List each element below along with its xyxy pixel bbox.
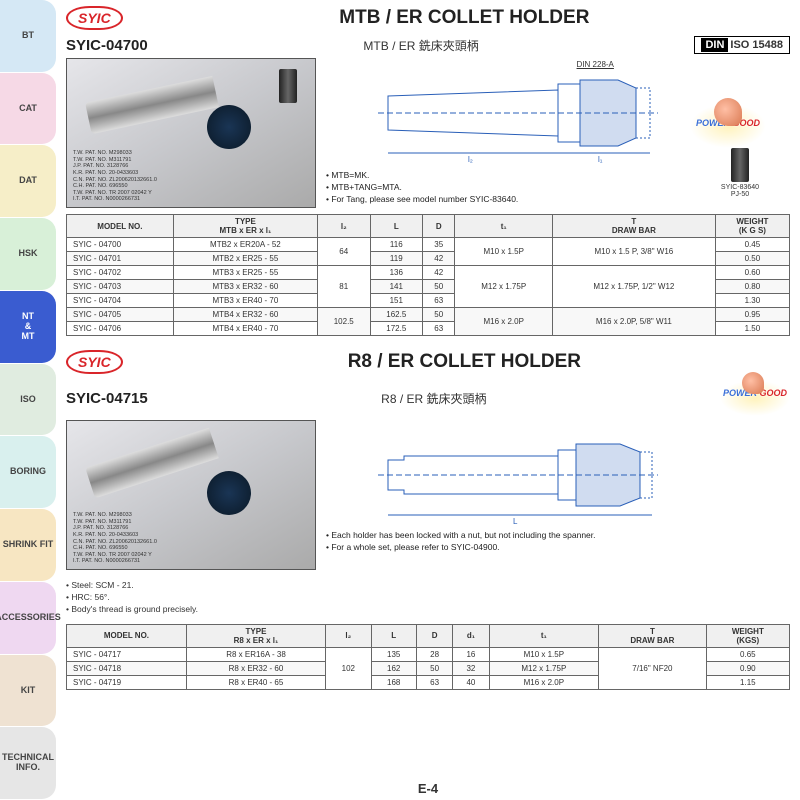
diagram-box-1: DIN 228-A POWER GOOD l₂: [326, 58, 790, 208]
power-good-badge-2: POWER GOOD: [720, 380, 790, 416]
main-content: SYIC MTB / ER COLLET HOLDER SYIC-04700 M…: [56, 0, 800, 800]
category-sidebar: BTCATDATHSKNT&MTISOBORINGSHRINK FITACCES…: [0, 0, 56, 800]
col-header: MODEL NO.: [67, 624, 187, 647]
sidebar-tab[interactable]: BT: [0, 0, 56, 72]
model-code-2: SYIC-04715: [66, 390, 148, 407]
brand-logo: SYIC: [66, 350, 123, 374]
col-header: TYPER8 x ER x l₁: [186, 624, 325, 647]
sidebar-tab[interactable]: TECHNICAL INFO.: [0, 727, 56, 799]
model-code: SYIC-04700: [66, 37, 148, 54]
patent-list-2: T.W. PAT. NO. M298033T.W. PAT. NO. M3117…: [73, 512, 157, 565]
sub-title-2: R8 / ER 銑床夾頭柄: [381, 390, 486, 407]
spec-table-1: MODEL NO.TYPEMTB x ER x l₁l₂LDt₁TDRAW BA…: [66, 214, 790, 336]
sidebar-tab[interactable]: DAT: [0, 145, 56, 217]
patent-list-1: T.W. PAT. NO. M298033T.W. PAT. NO. M3117…: [73, 150, 157, 203]
sidebar-tab[interactable]: HSK: [0, 218, 56, 290]
col-header: D: [423, 215, 455, 238]
note-item: MTB=MK.: [326, 170, 626, 182]
notes-list-1: MTB=MK.MTB+TANG=MTA.For Tang, please see…: [326, 170, 626, 206]
sidebar-tab[interactable]: KIT: [0, 655, 56, 727]
standard-badge: DINISO 15488: [694, 36, 790, 54]
notes-list-2: Each holder has been locked with a nut, …: [326, 530, 686, 554]
note-item: Each holder has been locked with a nut, …: [326, 530, 686, 542]
bolt-photo-icon: [279, 69, 297, 103]
note-item: For Tang, please see model number SYIC-8…: [326, 194, 626, 206]
col-header: L: [371, 624, 416, 647]
col-header: l₂: [326, 624, 371, 647]
col-header: D: [416, 624, 452, 647]
spec-table-2: MODEL NO.TYPER8 x ER x l₁l₂LDd₁t₁TDRAW B…: [66, 624, 790, 690]
model-row-2: SYIC-04715 R8 / ER 銑床夾頭柄 POWER GOOD: [66, 380, 790, 416]
diagram-box-2: L Each holder has been locked with a nut…: [326, 420, 790, 570]
bolt-accessory: SYIC-83640PJ-50: [710, 148, 770, 198]
table-row: SYIC - 04717R8 x ER16A - 381021352816M10…: [67, 647, 790, 661]
spec-item: Body's thread is ground precisely.: [66, 604, 198, 616]
col-header: L: [370, 215, 423, 238]
spec-item: Steel: SCM - 21.: [66, 580, 198, 592]
note-item: For a whole set, please refer to SYIC-04…: [326, 542, 686, 554]
table-row: SYIC - 04700MTB2 x ER20A - 526411635M10 …: [67, 238, 790, 252]
col-header: TDRAW BAR: [552, 215, 715, 238]
brand-logo: SYIC: [66, 6, 123, 30]
sidebar-tab[interactable]: ACCESSORIES: [0, 582, 56, 654]
svg-text:l₁: l₁: [598, 155, 603, 164]
svg-text:l₂: l₂: [468, 155, 473, 164]
specs-left-list: Steel: SCM - 21.HRC: 56°.Body's thread i…: [66, 580, 198, 616]
tool-shank-graphic: [85, 76, 219, 134]
sidebar-tab[interactable]: CAT: [0, 73, 56, 145]
product-photo-2: T.W. PAT. NO. M298033T.W. PAT. NO. M3117…: [66, 420, 316, 570]
sub-title: MTB / ER 銑床夾頭柄: [363, 37, 478, 54]
bolt-label: SYIC-83640PJ-50: [710, 184, 770, 198]
sidebar-tab[interactable]: BORING: [0, 436, 56, 508]
din-label: DIN: [701, 38, 728, 52]
section-title: MTB / ER COLLET HOLDER: [139, 7, 790, 29]
col-header: l₂: [318, 215, 371, 238]
table-row: SYIC - 04702MTB3 x ER25 - 558113642M12 x…: [67, 266, 790, 280]
note-item: MTB+TANG=MTA.: [326, 182, 626, 194]
catalog-page: BTCATDATHSKNT&MTISOBORINGSHRINK FITACCES…: [0, 0, 800, 800]
spec-item: HRC: 56°.: [66, 592, 198, 604]
header-row-1: SYIC MTB / ER COLLET HOLDER: [66, 6, 790, 30]
iso-label: ISO 15488: [730, 39, 783, 51]
tool-collet-graphic: [201, 465, 256, 520]
col-header: TYPEMTB x ER x l₁: [173, 215, 317, 238]
image-row-2: T.W. PAT. NO. M298033T.W. PAT. NO. M3117…: [66, 420, 790, 570]
col-header: WEIGHT(KGS): [706, 624, 789, 647]
col-header: t₁: [489, 624, 598, 647]
model-row-1: SYIC-04700 MTB / ER 銑床夾頭柄 DINISO 15488: [66, 36, 790, 54]
col-header: d₁: [453, 624, 489, 647]
sidebar-tab[interactable]: SHRINK FIT: [0, 509, 56, 581]
col-header: TDRAW BAR: [599, 624, 707, 647]
section-title-2: R8 / ER COLLET HOLDER: [139, 351, 790, 373]
page-number: E-4: [418, 781, 438, 796]
tool-shank-graphic: [85, 428, 219, 499]
image-row-1: T.W. PAT. NO. M298033T.W. PAT. NO. M3117…: [66, 58, 790, 208]
product-photo-1: T.W. PAT. NO. M298033T.W. PAT. NO. M3117…: [66, 58, 316, 208]
table-row: SYIC - 04705MTB4 x ER32 - 60102.5162.550…: [67, 308, 790, 322]
sidebar-tab[interactable]: ISO: [0, 364, 56, 436]
thumbs-up-icon: [742, 372, 764, 394]
svg-text:L: L: [513, 517, 518, 526]
col-header: t₁: [455, 215, 553, 238]
header-row-2: SYIC R8 / ER COLLET HOLDER: [66, 350, 790, 374]
technical-drawing-2: L: [326, 420, 790, 530]
col-header: MODEL NO.: [67, 215, 174, 238]
col-header: WEIGHT(K G S): [715, 215, 789, 238]
sidebar-tab[interactable]: NT&MT: [0, 291, 56, 363]
